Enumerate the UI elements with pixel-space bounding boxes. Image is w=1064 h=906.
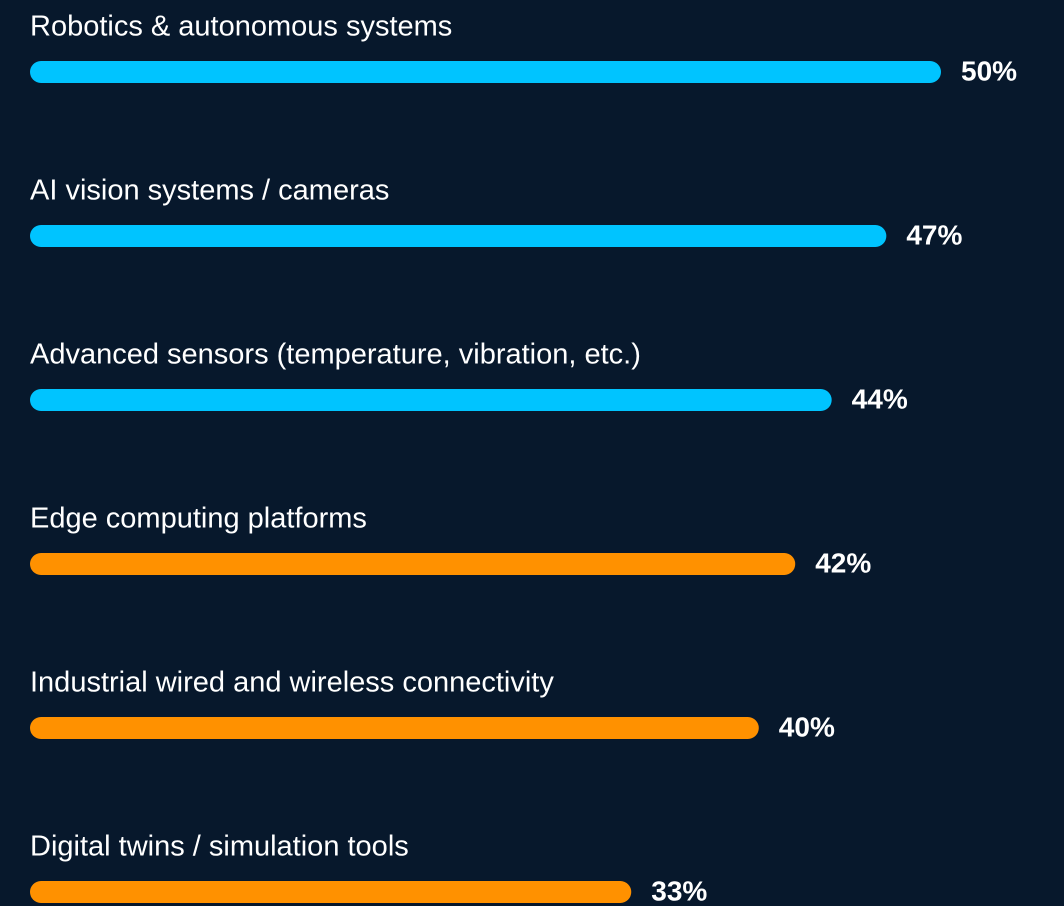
value-label: 33% — [651, 875, 707, 906]
value-label: 47% — [906, 219, 962, 250]
bar — [30, 881, 632, 903]
category-label: Digital twins / simulation tools — [30, 831, 409, 863]
category-label: Advanced sensors (temperature, vibration… — [30, 339, 641, 371]
bar — [30, 389, 832, 411]
value-label: 40% — [779, 711, 835, 742]
value-label: 42% — [815, 547, 871, 578]
category-label: AI vision systems / cameras — [30, 175, 389, 207]
category-label: Industrial wired and wireless connectivi… — [30, 667, 554, 699]
value-label: 44% — [852, 383, 908, 414]
bar — [30, 225, 887, 247]
bar — [30, 553, 796, 575]
value-label: 50% — [961, 55, 1017, 86]
category-label: Robotics & autonomous systems — [30, 11, 452, 43]
bar — [30, 717, 759, 739]
category-label: Edge computing platforms — [30, 503, 367, 535]
bar — [30, 61, 941, 83]
